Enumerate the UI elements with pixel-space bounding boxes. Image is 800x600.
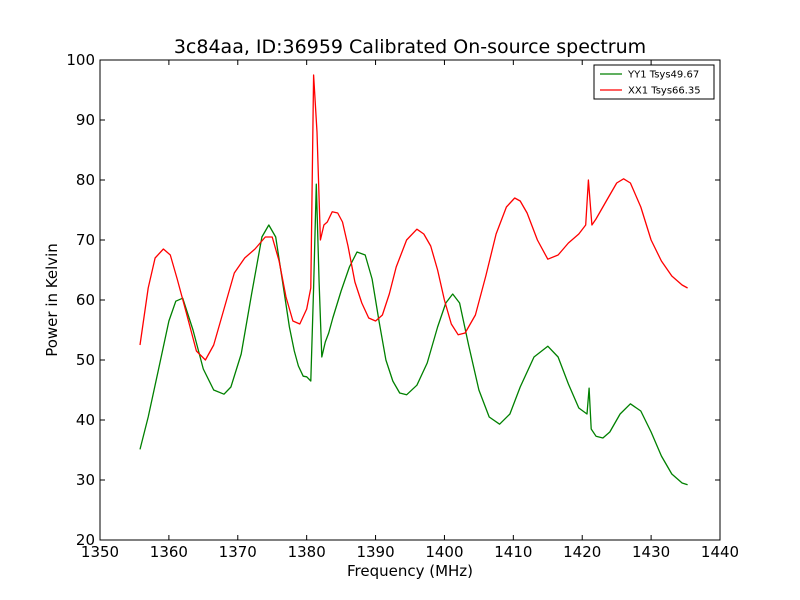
y-tick-label: 60 [76, 291, 95, 309]
x-tick-label: 1380 [288, 543, 326, 561]
x-tick-label: 1370 [219, 543, 257, 561]
y-tick-label: 100 [66, 51, 95, 69]
x-tick-label: 1350 [81, 543, 119, 561]
y-axis: 20 30 40 50 60 70 80 90 100 [66, 51, 720, 549]
series-line-2 [139, 74, 688, 361]
x-tick-label: 1440 [701, 543, 739, 561]
legend-label: XX1 Tsys66.35 [628, 86, 701, 97]
y-tick-label: 90 [76, 111, 95, 129]
y-axis-label: Power in Kelvin [43, 243, 61, 357]
chart-title: 3c84aa, ID:36959 Calibrated On-source sp… [174, 36, 646, 58]
series-layer [139, 74, 688, 486]
x-tick-label: 1400 [425, 543, 463, 561]
x-axis: 1350 1360 1370 1380 1390 1400 1410 1420 1430 1440 [81, 60, 739, 561]
x-axis-label: Frequency (MHz) [347, 562, 473, 580]
legend-box [593, 64, 715, 100]
y-tick-label: 70 [76, 231, 95, 249]
legend: YY1 Tsys49.67 XX1 Tsys66.35 [593, 64, 715, 100]
x-tick-label: 1390 [356, 543, 394, 561]
legend-label: YY1 Tsys49.67 [627, 70, 699, 81]
y-tick-label: 50 [76, 351, 95, 369]
y-tick-label: 30 [76, 471, 95, 489]
x-tick-label: 1420 [563, 543, 601, 561]
y-tick-label: 20 [76, 531, 95, 549]
x-tick-label: 1360 [150, 543, 188, 561]
plot-area [99, 59, 721, 541]
x-tick-label: 1430 [632, 543, 670, 561]
x-tick-label: 1410 [494, 543, 532, 561]
series-line-1 [139, 183, 688, 486]
y-tick-label: 80 [76, 171, 95, 189]
y-tick-label: 40 [76, 411, 95, 429]
